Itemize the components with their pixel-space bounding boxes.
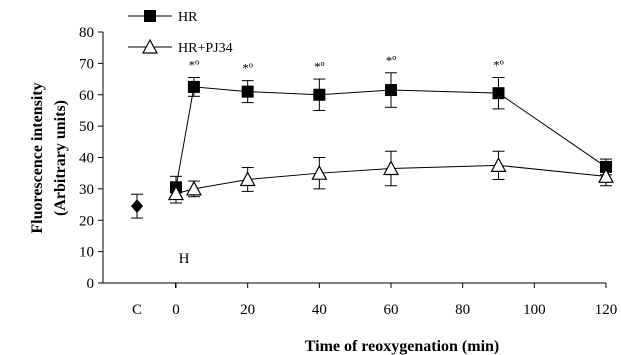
y-tick-label: 20 xyxy=(79,213,94,229)
y-tick-label: 50 xyxy=(79,119,94,135)
x-tick-label: 0 xyxy=(172,302,180,318)
x-tick-label: 80 xyxy=(455,302,470,318)
x-tick-label: 60 xyxy=(384,302,399,318)
significance-mark: *º xyxy=(386,53,397,68)
significance-mark: *º xyxy=(314,59,325,74)
tick-labels: 0 10 20 30 40 50 60 70 80 0 20 40 60 80 100 120 C xyxy=(79,25,617,318)
y-axis-title-line2: (Arbitrary units) xyxy=(52,100,69,216)
data-point-0 xyxy=(241,85,254,98)
data-point-1 xyxy=(167,185,185,201)
data-point-1 xyxy=(311,164,328,180)
axis-titles: Time of reoxygenation (min) Fluorescence… xyxy=(29,82,499,355)
error-bars xyxy=(131,72,612,219)
legend-label: HR xyxy=(178,10,198,25)
significance-mark: *º xyxy=(242,61,253,76)
axes xyxy=(98,31,607,288)
x-tick-label: 120 xyxy=(595,302,618,318)
legend-marker xyxy=(141,38,159,54)
x-axis-title: Time of reoxygenation (min) xyxy=(305,338,500,355)
x-tick-label: 100 xyxy=(523,302,546,318)
data-point-0 xyxy=(600,160,612,173)
data-point-0 xyxy=(385,84,397,97)
data-point-1 xyxy=(382,160,400,176)
legend-label: HR+PJ34 xyxy=(178,41,233,56)
significance-mark: *º xyxy=(493,57,504,72)
control-point xyxy=(131,199,143,214)
data-markers xyxy=(131,80,615,214)
data-point-1 xyxy=(185,180,202,196)
x-tick-label: 40 xyxy=(312,302,327,318)
y-tick-label: 40 xyxy=(79,151,94,167)
y-tick-label: 10 xyxy=(79,245,94,261)
legend-marker xyxy=(144,10,156,22)
y-tick-label: 0 xyxy=(87,276,95,292)
x-tick-label-control: C xyxy=(132,302,142,318)
data-point-0 xyxy=(187,80,200,93)
y-tick-label: 60 xyxy=(79,88,94,104)
data-point-1 xyxy=(597,168,615,183)
data-point-0 xyxy=(492,87,505,100)
significance-mark: *º xyxy=(189,57,200,72)
data-point-0 xyxy=(313,88,326,101)
legend: HR HR+PJ34 xyxy=(128,10,233,56)
data-point-1 xyxy=(490,157,507,172)
data-point-1 xyxy=(239,171,256,187)
significance-marks: *º *º *º *º *º xyxy=(189,53,504,76)
annotation-h: H xyxy=(179,251,190,267)
y-tick-label: 30 xyxy=(79,182,94,198)
y-tick-label: 70 xyxy=(79,56,94,72)
x-tick-label: 20 xyxy=(240,302,255,318)
y-axis-title-line1: Fluorescence intensity xyxy=(29,82,46,233)
y-tick-label: 80 xyxy=(79,25,94,41)
